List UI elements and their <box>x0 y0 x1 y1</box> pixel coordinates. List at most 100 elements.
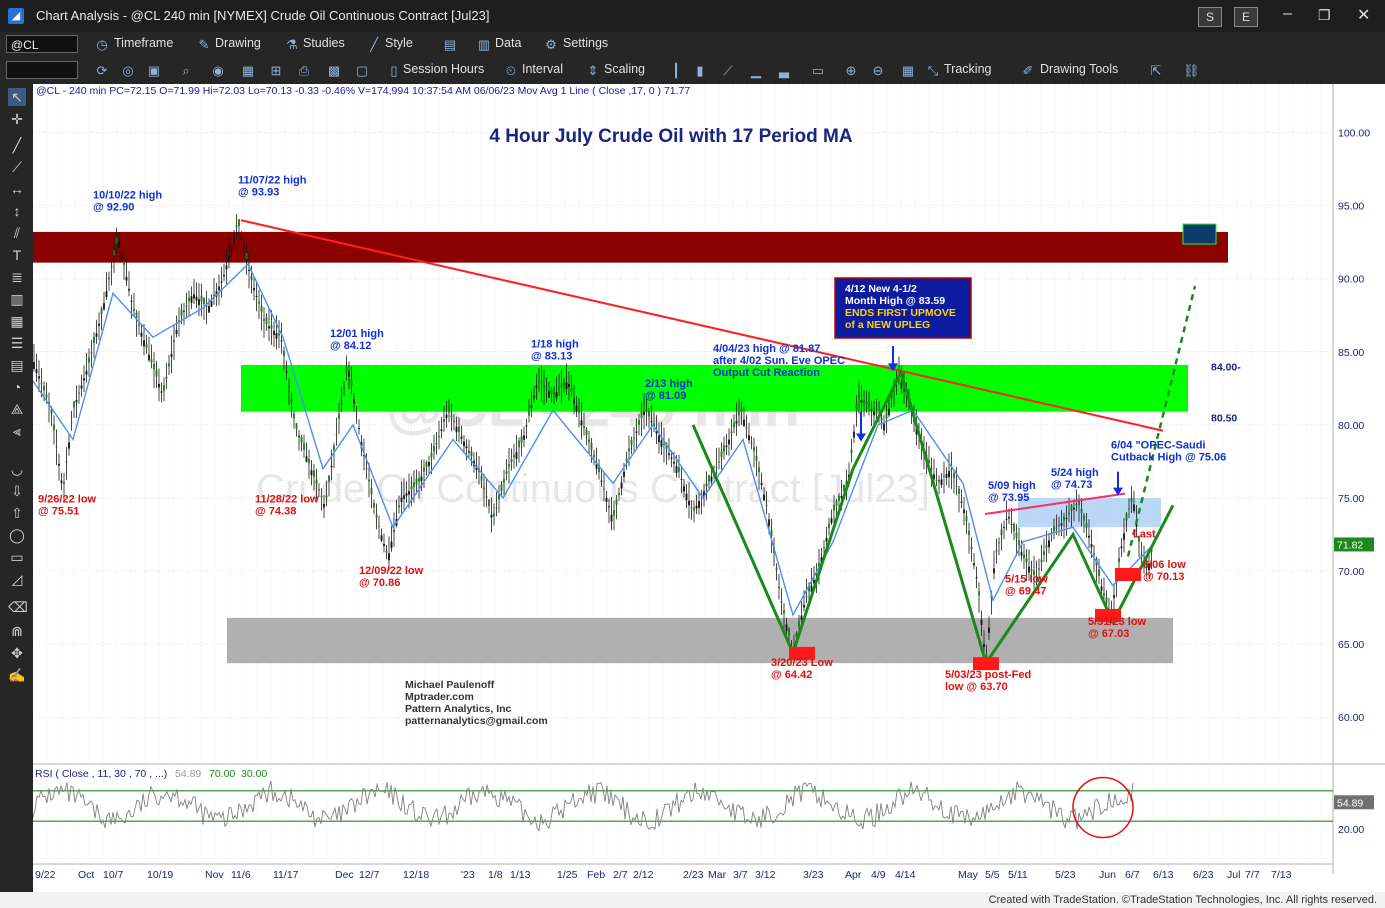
bars-icon[interactable]: ▃ <box>779 63 789 78</box>
area-icon[interactable]: ▁ <box>751 63 761 78</box>
candle-icon[interactable]: ▮ <box>696 63 704 78</box>
fib-icon[interactable]: ≣ <box>11 269 23 285</box>
candle-body <box>205 305 208 307</box>
style-menu[interactable]: Style <box>385 36 413 50</box>
annotation-line: 5/03/23 post-Fed <box>945 669 1031 681</box>
drawing-menu[interactable]: Drawing <box>215 36 261 50</box>
export-icon[interactable]: ⇱ <box>1150 63 1162 78</box>
candle-body <box>1030 569 1033 571</box>
candle-body <box>743 419 745 427</box>
annotation-label: 1/18 high @ 83.13 <box>531 338 579 362</box>
studies-menu[interactable]: Studies <box>303 36 345 50</box>
zoom-out-icon[interactable]: ⊖ <box>872 63 884 78</box>
rsi-highlight-circle <box>1072 776 1134 839</box>
pointer-icon[interactable]: ↖ <box>8 88 26 106</box>
channel-icon[interactable]: ⫽ <box>13 225 21 241</box>
workspace-select[interactable] <box>6 61 78 79</box>
minimize-icon[interactable]: – <box>1283 5 1292 22</box>
horizontal-line-icon[interactable]: ↔ <box>10 181 24 197</box>
circle-icon[interactable]: ◉ <box>212 63 224 78</box>
down-arrow-icon[interactable]: ⇩ <box>11 483 23 499</box>
candle-body <box>420 476 423 482</box>
sync-icon[interactable]: ◎ <box>122 63 134 78</box>
candle-body <box>1055 527 1058 529</box>
triangle-icon[interactable]: ◿ <box>11 571 23 587</box>
session-icon: ▯ <box>390 63 398 78</box>
candle-body <box>100 308 103 314</box>
candle-body <box>468 451 470 453</box>
rsi-header-part: 30.00 <box>241 768 267 780</box>
cycle-icon[interactable]: ◔ <box>12 379 22 395</box>
print-icon[interactable]: ⎙ <box>298 63 310 78</box>
callout-bg <box>834 277 972 339</box>
x-tick-label: 4/14 <box>895 869 916 881</box>
scaling-menu[interactable]: Scaling <box>604 62 645 76</box>
rectangle-icon[interactable]: ▭ <box>10 549 24 565</box>
candle-body <box>1133 504 1135 512</box>
copy-icon[interactable]: ▢ <box>355 63 369 78</box>
maximize-icon[interactable]: ❐ <box>1318 7 1331 23</box>
line-chart-icon[interactable]: ⟋ <box>723 63 733 78</box>
candle-body <box>825 537 828 542</box>
eraser-icon[interactable]: ⌫ <box>8 599 28 615</box>
crosshair-icon[interactable]: ✛ <box>11 111 23 127</box>
grid-tool-icon[interactable]: ▦ <box>10 313 24 329</box>
chart-area[interactable]: @CL - 240 min Crude Oil Continuous Contr… <box>32 84 1385 892</box>
text-icon[interactable]: T <box>12 247 22 263</box>
rsi-header-part: 54.89 <box>175 768 201 780</box>
highlighter-icon[interactable]: ✍ <box>8 667 26 683</box>
zoom-search-icon[interactable]: ⌕ <box>182 63 190 78</box>
data-grid-icon[interactable]: ▦ <box>901 63 915 78</box>
andrews-icon[interactable]: ⫷ <box>13 423 21 439</box>
save-icon[interactable]: ▩ <box>327 63 341 78</box>
layout-icon[interactable]: ▤ <box>443 37 457 52</box>
bar-chart-icon[interactable]: ┃ <box>672 63 680 78</box>
trendline-icon[interactable]: ╱ <box>12 137 22 153</box>
session-hours-menu[interactable]: Session Hours <box>403 62 485 76</box>
window-icon[interactable]: ▣ <box>147 63 161 78</box>
zone-icon[interactable]: ▤ <box>10 357 24 373</box>
annotation-label: 3/20/23 Low @ 64.42 <box>771 657 833 681</box>
settings-menu[interactable]: Settings <box>563 36 609 50</box>
tracking-menu[interactable]: Tracking <box>944 62 992 76</box>
candle-body <box>780 601 783 603</box>
ellipse-icon[interactable]: ◯ <box>9 527 25 543</box>
snapshot-icon[interactable]: ▦ <box>241 63 255 78</box>
candle-body <box>368 479 370 482</box>
interval-menu[interactable]: Interval <box>522 62 563 76</box>
move-icon[interactable]: ✥ <box>11 645 23 661</box>
refresh-icon[interactable]: ⟳ <box>96 63 108 78</box>
candle-body <box>763 494 765 501</box>
magnet-icon[interactable]: ⋒ <box>11 623 23 639</box>
ray-icon[interactable]: ⟋ <box>12 159 22 175</box>
candle-body <box>553 392 555 395</box>
candle-body <box>953 473 955 479</box>
price-chart[interactable]: @CL - 240 min Crude Oil Continuous Contr… <box>32 84 1385 892</box>
candle-body <box>730 431 733 434</box>
close-icon[interactable]: ✕ <box>1357 7 1371 24</box>
e-button[interactable]: E <box>1234 7 1258 27</box>
candle-body <box>103 303 105 310</box>
data-menu[interactable]: Data <box>495 36 522 50</box>
indicator-icon[interactable]: ▭ <box>811 63 825 78</box>
grid-icon[interactable]: ⊞ <box>270 63 282 78</box>
candle-body <box>885 411 888 419</box>
x-tick-label: 3/23 <box>803 869 824 881</box>
up-arrow-icon[interactable]: ⇧ <box>11 505 23 521</box>
link-icon[interactable]: ⛓ <box>1183 63 1200 78</box>
candle-body <box>665 443 668 449</box>
arc-icon[interactable]: ◡ <box>10 461 24 477</box>
symbol-input[interactable]: @CL <box>6 35 78 53</box>
candle-body <box>350 379 353 386</box>
vertical-line-icon[interactable]: ↕ <box>13 203 21 219</box>
drawing-tools-menu[interactable]: Drawing Tools <box>1040 62 1119 76</box>
speed-icon[interactable]: ⟁ <box>10 401 24 417</box>
candle-body <box>260 306 263 312</box>
zoom-in-icon[interactable]: ⊕ <box>845 63 857 78</box>
levels-icon[interactable]: ☰ <box>10 335 24 351</box>
annotation-line: 4/04/23 high @ 81.87 <box>713 343 820 355</box>
gann-icon[interactable]: ▥ <box>10 291 24 307</box>
s-button[interactable]: S <box>1198 7 1222 27</box>
timeframe-menu[interactable]: Timeframe <box>114 36 174 50</box>
annotation-line: 12/01 high <box>330 328 384 340</box>
